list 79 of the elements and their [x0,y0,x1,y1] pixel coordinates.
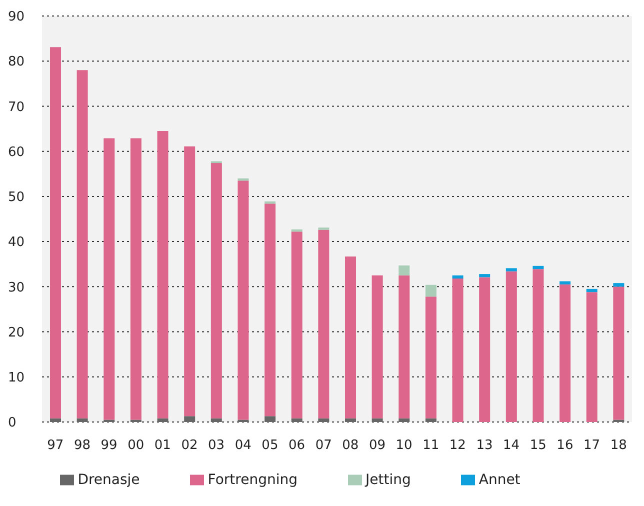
x-tick-label: 18 [610,438,627,454]
y-tick-label: 80 [8,54,25,70]
bar [398,265,410,276]
x-tick-label: 14 [503,438,520,454]
bar [157,131,168,418]
y-tick-label: 70 [8,100,25,115]
bar [506,268,517,272]
x-tick-label: 09 [368,438,386,454]
bar [425,296,436,418]
bar [398,275,410,418]
bar [506,271,517,422]
bar [210,163,222,418]
y-tick-label: 0 [8,416,16,431]
x-tick-label: 01 [154,438,171,454]
x-tick-label: 17 [584,438,600,454]
bar [345,256,356,418]
x-tick-label: 02 [181,438,198,454]
bar [613,283,624,287]
bar [425,284,436,297]
bar [50,47,61,418]
bar [318,418,330,422]
x-tick-label: 16 [556,438,574,454]
legend-label: Fortrengning [208,472,298,488]
bar [291,418,302,422]
bar [452,278,464,422]
bar [345,418,356,422]
legend-label: Drenasje [78,472,140,488]
bar [452,275,464,279]
bar [104,138,115,420]
x-tick-label: 13 [476,438,493,454]
x-tick-label: 12 [449,438,466,454]
bar [372,275,383,418]
y-tick-label: 20 [8,325,25,340]
bar [586,288,598,292]
bar [425,418,436,422]
y-tick-label: 50 [8,190,25,206]
bar [264,204,276,416]
x-tick-label: 07 [315,438,332,454]
bar [76,70,88,418]
bar [130,138,142,420]
x-tick-label: 08 [342,438,359,454]
y-tick-label: 60 [8,144,25,160]
x-tick-label: 98 [74,438,90,454]
x-tick-label: 06 [288,438,306,454]
bar [184,146,196,416]
bar [532,266,544,270]
bar [264,416,276,422]
x-tick-label: 99 [100,438,118,454]
bar [291,232,302,418]
bar [50,418,61,422]
bar [586,292,598,422]
bar [238,180,249,420]
y-tick-label: 10 [8,370,25,386]
bar [157,418,168,422]
x-tick-label: 10 [396,438,412,454]
bar [372,418,383,422]
x-tick-label: 03 [208,438,225,454]
legend-label: Annet [478,472,520,488]
bar [560,281,571,284]
x-tick-label: 97 [47,438,64,454]
x-tick-label: 15 [530,438,546,454]
bar [613,286,624,420]
x-tick-label: 05 [262,438,278,454]
bar [210,418,222,422]
bar [76,418,88,422]
bar [479,277,490,422]
x-tick-label: 11 [422,438,440,454]
bar [479,274,490,278]
y-tick-label: 40 [8,235,25,250]
x-tick-label: 04 [234,438,252,454]
bar [318,230,330,418]
bar [184,416,196,422]
legend-label: Jetting [366,472,411,488]
bar [560,284,571,422]
y-tick-label: 90 [8,10,25,25]
bar [398,418,410,422]
y-tick-label: 30 [8,280,25,296]
x-tick-label: 00 [128,438,144,454]
bar [532,269,544,422]
